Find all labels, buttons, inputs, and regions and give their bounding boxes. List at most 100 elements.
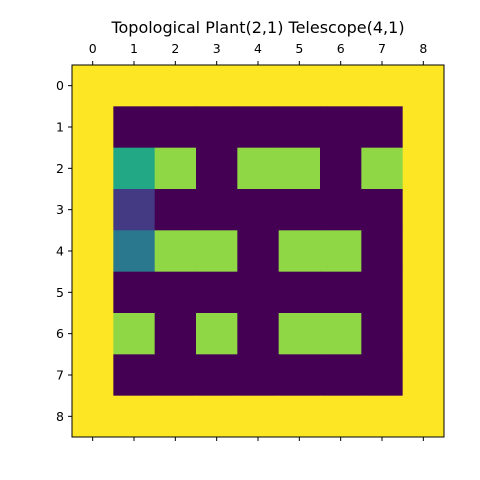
heatmap-cell-r8-c5 xyxy=(278,395,321,438)
heatmap-cell-r2-c3 xyxy=(196,147,238,190)
heatmap-cell-r6-c3 xyxy=(196,313,238,355)
heatmap-cell-r4-c1 xyxy=(113,230,156,273)
heatmap-cell-r7-c1 xyxy=(113,354,156,397)
heatmap-cell-r3-c5 xyxy=(278,189,321,231)
heatmap-cell-r3-c0 xyxy=(72,189,114,231)
heatmap-cell-r3-c3 xyxy=(196,189,238,231)
heatmap-cell-r8-c1 xyxy=(113,395,156,438)
heatmap-cell-r3-c1 xyxy=(113,189,156,231)
heatmap-cell-r6-c8 xyxy=(402,313,445,355)
heatmap-cell-r1-c2 xyxy=(154,106,197,149)
heatmap-cell-r7-c3 xyxy=(196,354,238,397)
heatmap-cell-r4-c7 xyxy=(361,230,404,273)
heatmap-cell-r0-c0 xyxy=(72,65,114,107)
heatmap-cell-r7-c5 xyxy=(278,354,321,397)
heatmap-cell-r4-c5 xyxy=(278,230,321,273)
heatmap-cell-r4-c4 xyxy=(237,230,280,273)
heatmap-cell-r2-c5 xyxy=(278,147,321,190)
heatmap-cell-r3-c2 xyxy=(154,189,197,231)
heatmap-cell-r8-c8 xyxy=(402,395,445,438)
heatmap-cell-r2-c2 xyxy=(154,147,197,190)
heatmap-cell-r6-c4 xyxy=(237,313,280,355)
x-axis-ticks: 0 1 2 3 4 5 6 7 8 xyxy=(89,41,427,441)
heatmap-cell-r1-c7 xyxy=(361,106,404,149)
y-tick-label-8: 8 xyxy=(56,409,64,424)
heatmap-cell-r1-c1 xyxy=(113,106,156,149)
heatmap-cell-r5-c1 xyxy=(113,271,156,314)
heatmap-cell-r8-c7 xyxy=(361,395,404,438)
heatmap-cell-r5-c2 xyxy=(154,271,197,314)
heatmap-cell-r5-c6 xyxy=(320,271,362,314)
heatmap-cell-r7-c7 xyxy=(361,354,404,397)
x-tick-label-5: 5 xyxy=(295,41,303,56)
heatmap-cell-r1-c3 xyxy=(196,106,238,149)
heatmap-cell-r5-c4 xyxy=(237,271,280,314)
heatmap-cell-r2-c8 xyxy=(402,147,445,190)
heatmap-cell-r0-c5 xyxy=(278,65,321,107)
heatmap-cell-r5-c7 xyxy=(361,271,404,314)
x-tick-label-4: 4 xyxy=(254,41,262,56)
chart-title: Topological Plant(2,1) Telescope(4,1) xyxy=(110,18,404,37)
heatmap-cell-r7-c2 xyxy=(154,354,197,397)
heatmap-cell-r3-c6 xyxy=(320,189,362,231)
heatmap-cell-r4-c0 xyxy=(72,230,114,273)
heatmap-cell-r3-c8 xyxy=(402,189,445,231)
y-tick-label-4: 4 xyxy=(56,244,64,259)
heatmap-cell-r4-c8 xyxy=(402,230,445,273)
x-tick-label-8: 8 xyxy=(419,41,427,56)
heatmap-cell-r0-c2 xyxy=(154,65,197,107)
heatmap-cell-r7-c0 xyxy=(72,354,114,397)
heatmap-cell-r1-c5 xyxy=(278,106,321,149)
x-tick-label-7: 7 xyxy=(378,41,386,56)
heatmap-cell-r6-c6 xyxy=(320,313,362,355)
heatmap-cell-r2-c6 xyxy=(320,147,362,190)
heatmap-cell-r7-c4 xyxy=(237,354,280,397)
x-tick-label-3: 3 xyxy=(213,41,221,56)
heatmap-cell-r0-c3 xyxy=(196,65,238,107)
heatmap-cell-r4-c2 xyxy=(154,230,197,273)
heatmap-cell-r6-c1 xyxy=(113,313,156,355)
heatmap-cell-r5-c5 xyxy=(278,271,321,314)
heatmap-cell-r2-c0 xyxy=(72,147,114,190)
heatmap-cell-r1-c0 xyxy=(72,106,114,149)
heatmap-cell-r0-c8 xyxy=(402,65,445,107)
heatmap-cell-r4-c3 xyxy=(196,230,238,273)
heatmap-cell-r1-c6 xyxy=(320,106,362,149)
x-tick-label-6: 6 xyxy=(337,41,345,56)
heatmap-cell-r8-c0 xyxy=(72,395,114,438)
x-tick-label-2: 2 xyxy=(171,41,179,56)
heatmap-cell-r0-c1 xyxy=(113,65,156,107)
y-tick-label-5: 5 xyxy=(56,285,64,300)
heatmap-cells xyxy=(72,65,445,438)
y-tick-label-3: 3 xyxy=(56,202,64,217)
heatmap-cell-r6-c2 xyxy=(154,313,197,355)
y-tick-label-2: 2 xyxy=(56,161,64,176)
heatmap-cell-r5-c3 xyxy=(196,271,238,314)
heatmap-cell-r2-c4 xyxy=(237,147,280,190)
y-axis-ticks: 0 1 2 3 4 5 6 7 8 xyxy=(56,78,72,424)
y-tick-label-7: 7 xyxy=(56,368,64,383)
heatmap-cell-r0-c6 xyxy=(320,65,362,107)
heatmap-cell-r2-c1 xyxy=(113,147,156,190)
heatmap-cell-r8-c6 xyxy=(320,395,362,438)
heatmap-cell-r8-c4 xyxy=(237,395,280,438)
y-tick-label-1: 1 xyxy=(56,120,64,135)
heatmap-cell-r0-c7 xyxy=(361,65,404,107)
heatmap-cell-r1-c4 xyxy=(237,106,280,149)
heatmap-cell-r5-c8 xyxy=(402,271,445,314)
heatmap-cell-r6-c5 xyxy=(278,313,321,355)
heatmap-cell-r2-c7 xyxy=(361,147,404,190)
heatmap-cell-r3-c7 xyxy=(361,189,404,231)
heatmap-cell-r3-c4 xyxy=(237,189,280,231)
y-tick-label-0: 0 xyxy=(56,78,64,93)
heatmap-cell-r8-c2 xyxy=(154,395,197,438)
x-tick-label-1: 1 xyxy=(130,41,138,56)
y-tick-label-6: 6 xyxy=(56,326,64,341)
x-tick-label-0: 0 xyxy=(89,41,97,56)
heatmap-cell-r6-c0 xyxy=(72,313,114,355)
heatmap-cell-r8-c3 xyxy=(196,395,238,438)
heatmap-cell-r0-c4 xyxy=(237,65,280,107)
heatmap-cell-r7-c6 xyxy=(320,354,362,397)
heatmap-cell-r4-c6 xyxy=(320,230,362,273)
